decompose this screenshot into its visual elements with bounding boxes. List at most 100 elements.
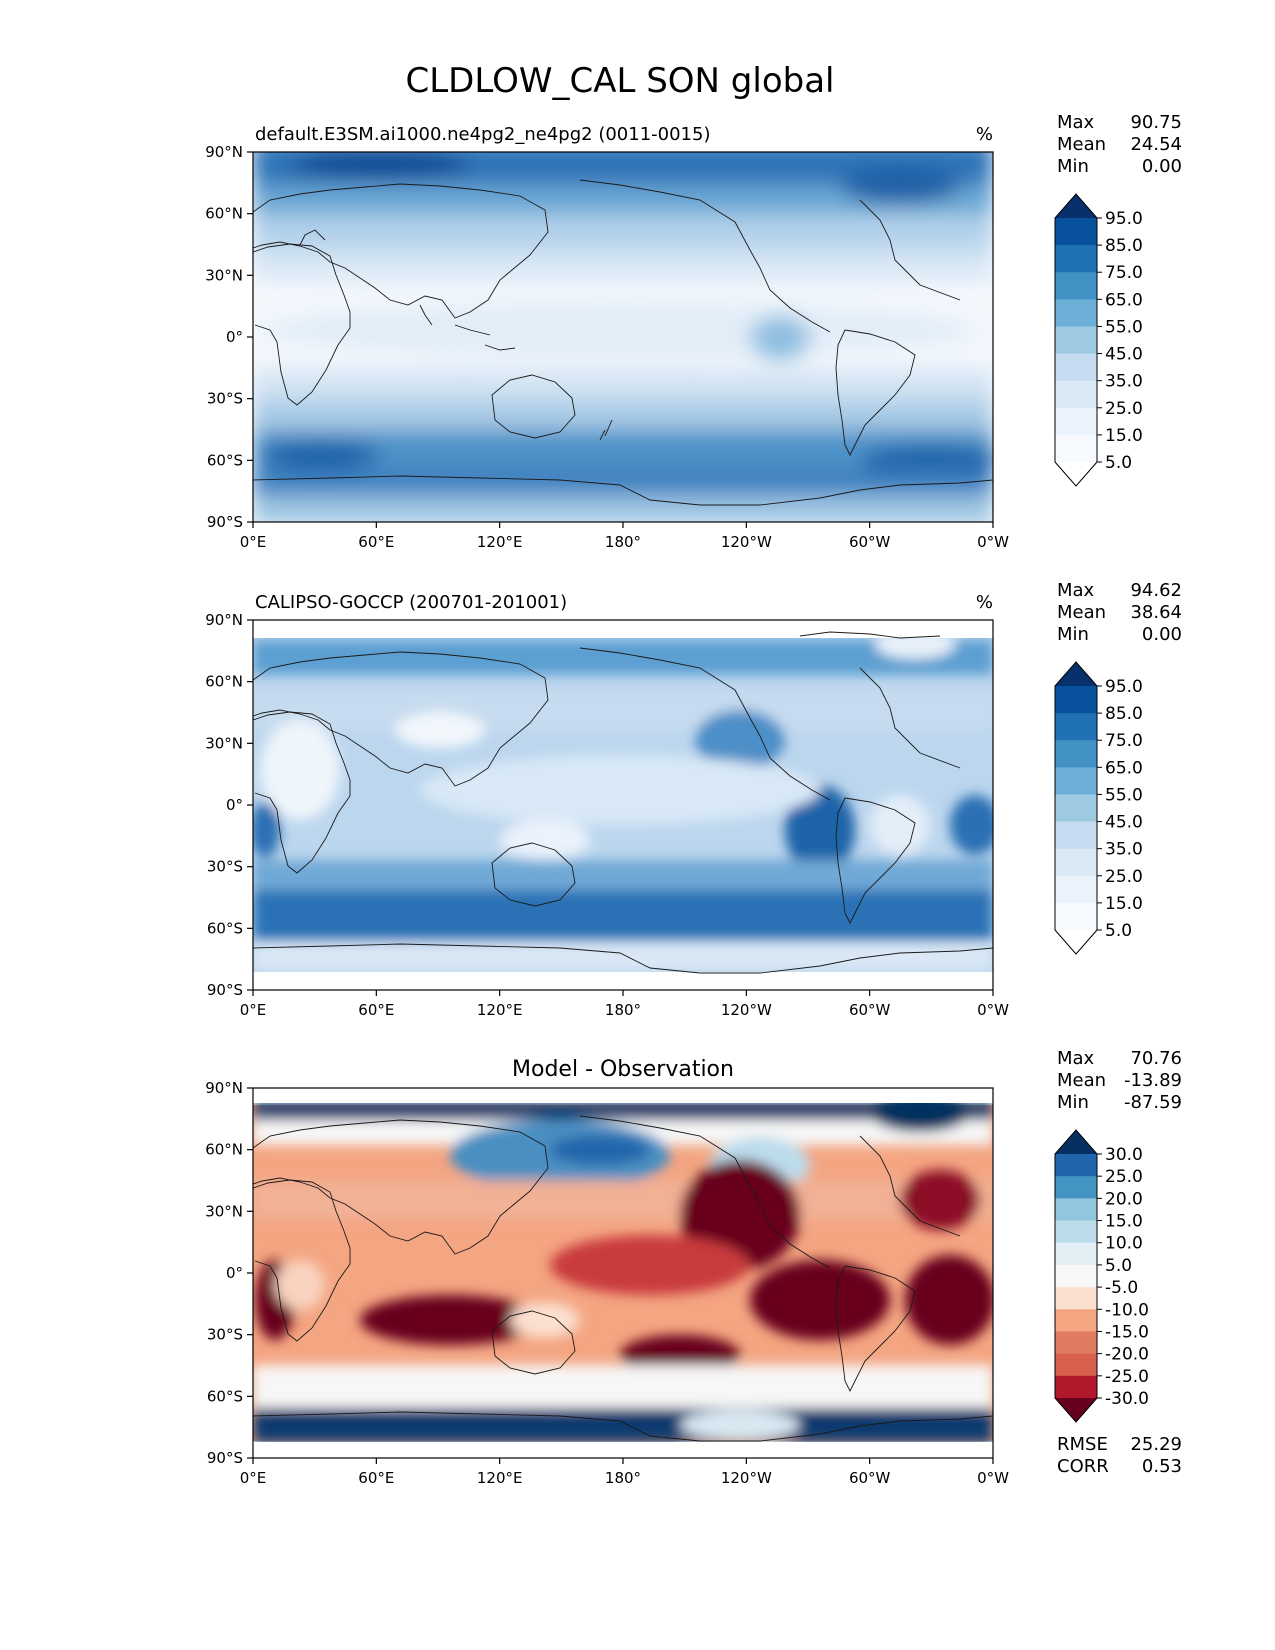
colorbar-extend-min [1055,1398,1097,1422]
colorbar: 30.025.020.0 15.010.05.0-5.0-10.0-15.0 -20… [1054,1129,1149,1423]
lon-axis: 0°E 60°E 120°E 180° 120°W 60°W 0°W [240,522,1009,551]
colorbar-label: 25.0 [1105,1167,1143,1187]
colorbar-band [1055,245,1097,273]
colorbar-band [1055,794,1097,823]
colorbar-band [1055,1176,1097,1199]
colorbar-label: 45.0 [1105,813,1143,833]
colorbar-label: 5.0 [1105,453,1132,473]
panel-difference: Model - Observation [205,1048,1182,1487]
metric-label: CORR [1057,1456,1109,1477]
stat-label: Mean [1057,602,1106,623]
colorbar-label: 20.0 [1105,1189,1143,1209]
stat-value: 38.64 [1130,602,1182,623]
stat-label: Max [1057,112,1095,133]
colorbar-extend-min [1055,462,1097,486]
stat-value: 0.00 [1142,156,1182,177]
lat-tick-label: 90°S [207,1449,243,1467]
stat-label: Min [1057,624,1089,645]
stat-label: Min [1057,1092,1089,1113]
lat-tick-label: 60°N [205,673,243,691]
colorbar-band [1055,821,1097,850]
colorbar-band [1055,1242,1097,1266]
lat-tick-label: 60°S [207,919,243,937]
colorbar-label: 55.0 [1105,317,1143,337]
lon-axis: 0°E 60°E 120°E 180° 120°W 60°W 0°W [240,1458,1009,1487]
colorbar-band [1055,848,1097,877]
colorbar-label: 75.0 [1105,263,1143,283]
lat-tick-label: 60°S [207,451,243,469]
lat-tick-label: 30°N [205,266,243,284]
lat-tick-label: 30°N [205,734,243,752]
lon-axis: 0°E 60°E 120°E 180° 120°W 60°W 0°W [240,990,1009,1019]
stat-value: 70.76 [1130,1048,1182,1069]
stats-block: Max 90.75 Mean 24.54 Min 0.00 [1057,112,1182,177]
lon-tick-label: 120°W [721,533,772,551]
coastlines [253,631,993,974]
stat-value: 94.62 [1130,580,1182,601]
panel-title: default.E3SM.ai1000.ne4pg2_ne4pg2 (0011-… [255,124,710,145]
colorbar-label: 45.0 [1105,345,1143,365]
colorbar-band [1055,407,1097,436]
panel-units: % [976,592,993,613]
colorbar-band [1055,299,1097,327]
lat-tick-label: 90°N [205,611,243,629]
colorbar-label: -25.0 [1105,1367,1149,1387]
metrics-block: RMSE 25.29 CORR 0.53 [1057,1434,1182,1477]
colorbar-label: 5.0 [1105,921,1132,941]
lat-axis: 90°N 60°N 30°N 0° 30°S 60°S 90°S [205,143,253,531]
stats-block: Max 94.62 Mean 38.64 Min 0.00 [1057,580,1182,645]
lon-tick-label: 120°E [477,1001,523,1019]
colorbar-label: 10.0 [1105,1234,1143,1254]
stat-label: Mean [1057,1070,1106,1091]
colorbar-label: 55.0 [1105,785,1143,805]
lon-tick-label: 60°W [849,1001,891,1019]
lon-tick-label: 180° [605,533,641,551]
colorbar-band [1055,353,1097,382]
colorbar-label: 15.0 [1105,426,1143,446]
lon-tick-label: 120°W [721,1001,772,1019]
colorbar-label: -15.0 [1105,1322,1149,1342]
lat-axis: 90°N 60°N 30°N 0° 30°S 60°S 90°S [205,611,253,999]
lon-tick-label: 120°E [477,1469,523,1487]
colorbar: 95.0 85.0 75.0 65.0 55.0 45.0 35.0 25.0 15.0 5.0 [1054,661,1143,955]
colorbar-label: 15.0 [1105,894,1143,914]
colorbar-band [1055,326,1097,355]
colorbar-band [1055,1309,1097,1332]
stats-block: Max 70.76 Mean -13.89 Min -87.59 [1057,1048,1182,1113]
colorbar-label: 95.0 [1105,677,1143,697]
stat-value: -13.89 [1124,1070,1182,1091]
colorbar-label: 85.0 [1105,704,1143,724]
lon-tick-label: 60°E [358,1469,394,1487]
colorbar-label: 95.0 [1105,209,1143,229]
colorbar: 95.0 85.0 75.0 65.0 55.0 45.0 35.0 25.0 15.0 5.0 [1054,193,1143,487]
colorbar-band [1055,1198,1097,1222]
colorbar-band [1055,1375,1097,1399]
colorbar-label: -10.0 [1105,1300,1149,1320]
lon-tick-label: 0°W [977,533,1009,551]
stat-label: Mean [1057,134,1106,155]
figure-title: CLDLOW_CAL SON global [405,61,834,101]
coastlines [253,1115,993,1442]
lat-tick-label: 60°N [205,205,243,223]
lat-tick-label: 90°N [205,143,243,161]
colorbar-label: 35.0 [1105,840,1143,860]
lon-tick-label: 60°E [358,533,394,551]
colorbar-band [1055,875,1097,904]
stat-value: 0.00 [1142,624,1182,645]
colorbar-band [1055,380,1097,409]
colorbar-label: 85.0 [1105,236,1143,256]
colorbar-band [1055,767,1097,795]
lon-tick-label: 0°W [977,1469,1009,1487]
colorbar-extend-min [1055,930,1097,954]
colorbar-label: 75.0 [1105,731,1143,751]
lat-tick-label: 30°S [207,858,243,876]
map-field [253,620,993,990]
lat-axis: 90°N 60°N 30°N 0° 30°S 60°S 90°S [205,1079,253,1467]
colorbar-label: 25.0 [1105,867,1143,887]
lon-tick-label: 180° [605,1001,641,1019]
lat-tick-label: 60°S [207,1387,243,1405]
lat-tick-label: 60°N [205,1141,243,1159]
colorbar-band [1055,1353,1097,1377]
colorbar-label: -30.0 [1105,1389,1149,1409]
